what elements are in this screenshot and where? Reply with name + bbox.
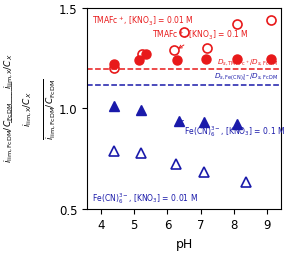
Text: TMAFc$^+$, [KNO$_3$] = 0.01 M: TMAFc$^+$, [KNO$_3$] = 0.01 M (92, 14, 194, 28)
X-axis label: pH: pH (176, 237, 193, 250)
Text: $\it{i}_{\rm{lim,}X}/C_X$: $\it{i}_{\rm{lim,}X}/C_X$ (3, 53, 15, 89)
Y-axis label: $i_{\rm{lim},X}/C_X$
$\overline{i_{\rm{lim,FcDM}}/C_{\rm{FcDM}}}$: $i_{\rm{lim},X}/C_X$ $\overline{i_{\rm{l… (21, 78, 58, 140)
Text: $\it{i}_{\rm{lim,FcDM}}/C_{\rm{FcDM}}$: $\it{i}_{\rm{lim,FcDM}}/C_{\rm{FcDM}}$ (3, 102, 15, 163)
Text: ─────────────: ───────────── (11, 81, 16, 123)
Text: Fe(CN)$_6^{3-}$, [KNO$_3$] = 0.01 M: Fe(CN)$_6^{3-}$, [KNO$_3$] = 0.01 M (92, 190, 198, 205)
Text: $D_{s,\mathrm{TMAFc^+}}$/$D_{s,\mathrm{FcDM}}$: $D_{s,\mathrm{TMAFc^+}}$/$D_{s,\mathrm{F… (217, 57, 278, 67)
Text: TMAFc$^+$, [KNO$_3$] = 0.1 M: TMAFc$^+$, [KNO$_3$] = 0.1 M (152, 28, 249, 49)
Text: Fe(CN)$_6^{3-}$, [KNO$_3$] = 0.1 M: Fe(CN)$_6^{3-}$, [KNO$_3$] = 0.1 M (180, 121, 285, 138)
Text: $D_{s,\mathrm{Fe(CN)_6^{3-}}}$/$D_{s,\mathrm{FcDM}}$: $D_{s,\mathrm{Fe(CN)_6^{3-}}}$/$D_{s,\ma… (213, 71, 278, 83)
